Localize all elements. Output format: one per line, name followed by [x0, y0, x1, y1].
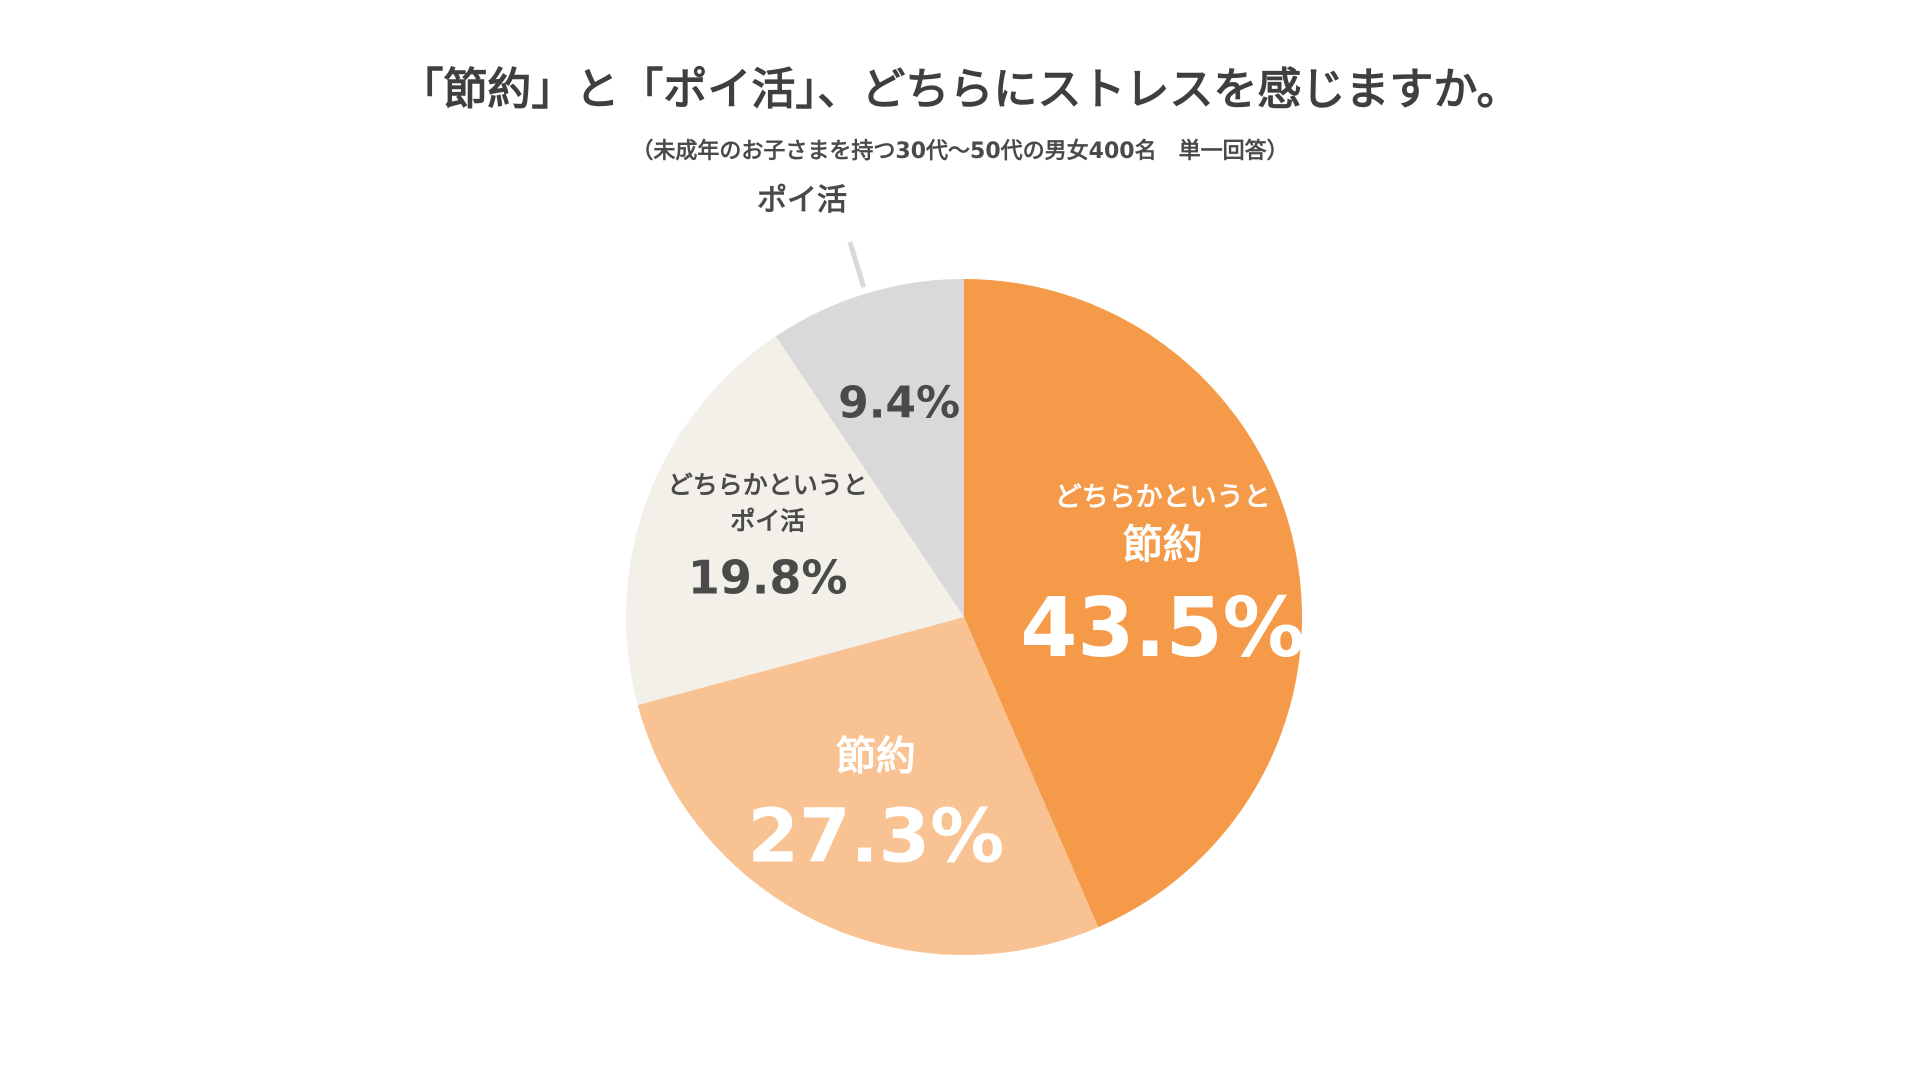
pie-slice-4: [775, 279, 964, 617]
slice-name-4: ポイ活: [757, 183, 847, 218]
slice-name-2-line-1: 節約: [836, 734, 916, 780]
slice-name-1-line-1: どちらかというと: [1055, 482, 1271, 513]
pie-slice-3: [626, 336, 964, 706]
slice-name-1-line-2: 節約: [1123, 522, 1203, 568]
slice-name-3-line-1: どちらかというと: [668, 471, 868, 500]
slice-value-4: 9.4%: [838, 378, 960, 429]
chart-subtitle: （未成年のお子さまを持つ30代〜50代の男女400名 単一回答）: [631, 138, 1288, 164]
slice-name-3-line-2: ポイ活: [730, 507, 805, 536]
pie-slice-2: [637, 617, 1099, 956]
leader-line: [847, 241, 867, 288]
slice-value-1: 43.5%: [1020, 581, 1304, 676]
slice-value-3: 19.8%: [688, 551, 848, 605]
pie-labels: どちらかというと節約43.5%節約27.3%どちらかというとポイ活19.8%9.…: [668, 183, 1305, 880]
pie-slice-1: [964, 278, 1303, 928]
pie-slices: [626, 278, 1303, 956]
slice-value-2: 27.3%: [748, 794, 1005, 880]
chart-title: 「節約」と「ポイ活」、どちらにストレスを感じますか。: [399, 64, 1520, 115]
